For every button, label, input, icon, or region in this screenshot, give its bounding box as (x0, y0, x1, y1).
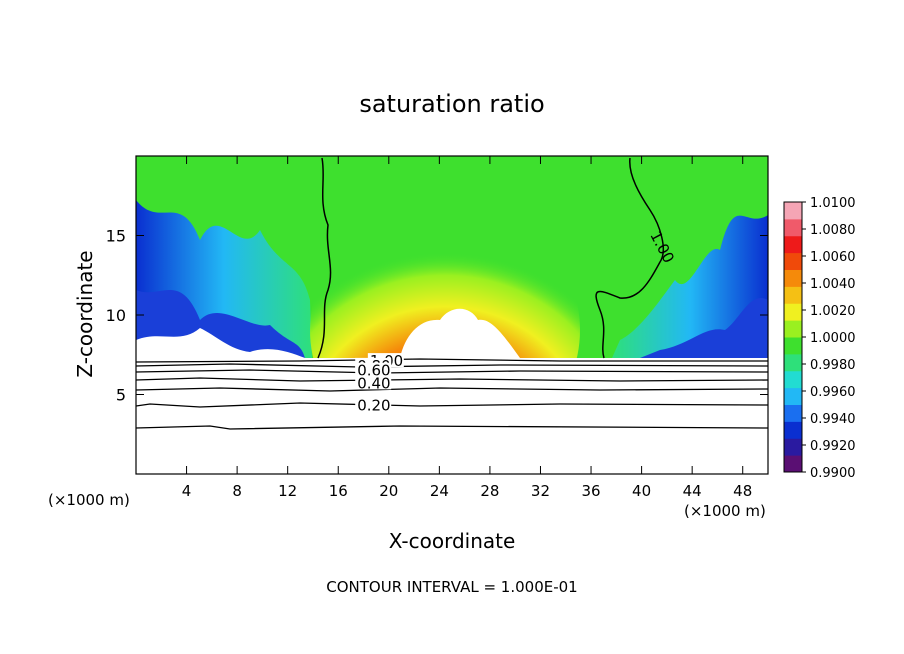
colorbar: 1.0100 1.0080 1.0060 1.0040 1.0020 1.0000 0.99… (783, 196, 856, 481)
x-tick-label: 12 (278, 482, 297, 500)
colorbar-swatch (784, 303, 802, 321)
colorbar-label: 0.9940 (810, 412, 856, 427)
colorbar-label: 0.9960 (810, 385, 856, 400)
contour-lines (136, 358, 768, 430)
y-tick-label: 10 (106, 306, 126, 325)
colorbar-label: 0.9900 (810, 466, 856, 481)
x-unit-left: (×1000 m) (48, 491, 130, 509)
field-low-right (612, 215, 768, 358)
contour-100-right (595, 157, 664, 359)
colorbar-label: 1.0100 (810, 196, 856, 211)
x-axis: 4 8 12 16 20 24 28 32 36 40 44 48 (182, 156, 752, 500)
x-unit-right: (×1000 m) (684, 502, 766, 520)
field-undefined-center (400, 308, 520, 358)
colorbar-swatch (784, 202, 802, 220)
contour-label: 0.60 (357, 362, 390, 380)
contour-interval-note: CONTOUR INTERVAL = 1.000E-01 (326, 578, 577, 596)
chart-title: saturation ratio (359, 90, 544, 118)
colorbar-swatch (784, 438, 802, 456)
colorbar-label: 1.0040 (810, 277, 856, 292)
contour-label-bg (355, 397, 392, 412)
x-tick-label: 28 (480, 482, 499, 500)
contour-label-bg (355, 375, 392, 390)
contour-100-left (317, 157, 332, 359)
colorbar-label: 1.0020 (810, 304, 856, 319)
field-lower-blank (136, 358, 768, 474)
field-low-right-deep (640, 297, 768, 358)
colorbar-label: 1.0060 (810, 250, 856, 265)
x-tick-label: 32 (531, 482, 550, 500)
contour-labels: 1.001.000.800.600.400.20 (355, 228, 678, 415)
y-axis-label: Z-coordinate (73, 250, 97, 377)
x-tick-label: 36 (581, 482, 600, 500)
colorbar-swatch (784, 286, 802, 304)
colorbar-swatch (784, 252, 802, 270)
x-tick-label: 24 (430, 482, 449, 500)
colorbar-label: 0.9920 (810, 439, 856, 454)
colorbar-swatch (784, 370, 802, 389)
colorbar-swatch (784, 387, 802, 405)
colorbar-swatch (784, 421, 802, 439)
x-axis-label: X-coordinate (389, 529, 516, 553)
x-tick-label: 40 (632, 482, 651, 500)
contour-label: 0.40 (357, 374, 390, 392)
colorbar-label: 1.0000 (810, 331, 856, 346)
colorbar-swatch (784, 218, 802, 237)
y-tick-label: 5 (116, 386, 126, 405)
y-tick-label: 15 (106, 227, 126, 246)
colorbar-swatch (784, 337, 802, 355)
contour-label-bg (355, 362, 392, 377)
x-tick-label: 20 (379, 482, 398, 500)
colorbar-swatch (784, 235, 802, 254)
plot-area (136, 156, 768, 474)
colorbar-label: 1.0080 (810, 223, 856, 238)
x-tick-label: 4 (182, 482, 192, 500)
colorbar-swatch (784, 404, 802, 422)
field-undefined-region (136, 328, 305, 362)
x-tick-label: 8 (232, 482, 242, 500)
colorbar-swatch (784, 455, 802, 473)
colorbar-swatch (784, 353, 802, 372)
x-tick-label: 48 (733, 482, 752, 500)
colorbar-label: 0.9980 (810, 358, 856, 373)
contour-label: 0.20 (357, 397, 390, 415)
x-tick-label: 44 (683, 482, 702, 500)
colorbar-swatch (784, 269, 802, 287)
x-tick-label: 16 (329, 482, 348, 500)
colorbar-swatch (784, 320, 802, 338)
y-axis: 5 10 15 (106, 227, 768, 405)
